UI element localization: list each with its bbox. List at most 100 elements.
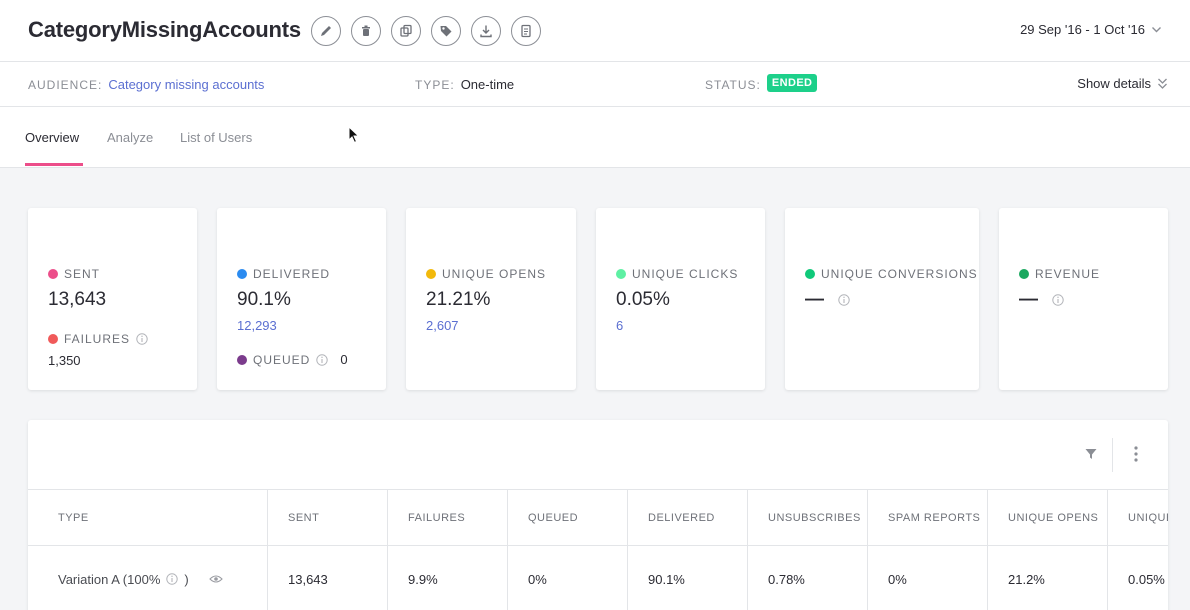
opens-label: UNIQUE OPENS xyxy=(442,267,547,281)
failures-label-row: FAILURES xyxy=(48,332,148,346)
opens-count-link[interactable]: 2,607 xyxy=(426,318,459,333)
campaign-actions xyxy=(311,16,541,46)
info-icon[interactable] xyxy=(166,573,179,585)
variation-name: Variation A (100% xyxy=(58,571,161,587)
clicks-count-link[interactable]: 6 xyxy=(616,318,624,333)
show-details-label: Show details xyxy=(1077,76,1151,91)
clicks-dot xyxy=(616,269,626,279)
variation-name-suffix: ) xyxy=(184,571,189,587)
stat-card-unique-clicks: UNIQUE CLICKS 0.05% 6 xyxy=(596,208,765,390)
download-button[interactable] xyxy=(471,16,501,46)
info-icon[interactable] xyxy=(838,294,850,306)
trash-icon xyxy=(362,25,370,36)
status-badge: ENDED xyxy=(766,74,818,92)
tag-icon xyxy=(440,26,452,37)
more-vertical-icon[interactable] xyxy=(1128,444,1144,464)
column-header-unique-clicks[interactable]: UNIQUE CLICKS xyxy=(1108,490,1168,546)
info-icon[interactable] xyxy=(136,333,148,345)
download-icon xyxy=(480,25,492,38)
revenue-label: REVENUE xyxy=(1035,267,1101,281)
report-button[interactable] xyxy=(511,16,541,46)
table-header: TYPE SENT FAILURES QUEUED DELIVERED UNSU… xyxy=(28,490,1168,546)
date-range-picker[interactable]: 29 Sep '16 - 1 Oct '16 xyxy=(1020,22,1162,37)
queued-value: 0 xyxy=(340,352,348,367)
page-title: CategoryMissingAccounts xyxy=(28,17,301,42)
toolbar-divider xyxy=(1112,438,1113,472)
sent-value: 13,643 xyxy=(48,289,107,310)
queued-label-row: QUEUED 0 xyxy=(237,352,348,367)
mouse-cursor-icon xyxy=(348,126,360,144)
pencil-icon xyxy=(321,26,331,36)
clicks-label-row: UNIQUE CLICKS xyxy=(616,267,738,281)
table-row: Variation A (100% ) 13,643 9.9% 0% 90.1%… xyxy=(28,546,1168,610)
clicks-value: 0.05% xyxy=(616,289,670,310)
report-icon xyxy=(521,24,531,38)
tab-bar: Overview Analyze List of Users xyxy=(0,107,1190,168)
duplicate-button[interactable] xyxy=(391,16,421,46)
stat-card-unique-conversions: UNIQUE CONVERSIONS — xyxy=(785,208,979,390)
column-header-spam-reports[interactable]: SPAM REPORTS xyxy=(868,490,988,546)
cell-unique-opens: 21.2% xyxy=(988,546,1108,610)
eye-icon[interactable] xyxy=(208,574,223,584)
tab-analyze[interactable]: Analyze xyxy=(107,130,154,145)
column-header-type[interactable]: TYPE xyxy=(28,490,268,546)
conversions-value: — xyxy=(805,289,824,310)
cell-delivered: 90.1% xyxy=(628,546,748,610)
audience-label: AUDIENCE: xyxy=(28,77,103,92)
delivered-value: 90.1% xyxy=(237,289,291,310)
status-label: STATUS: xyxy=(705,77,761,92)
delivered-label-row: DELIVERED xyxy=(237,267,330,281)
active-tab-indicator xyxy=(25,163,83,166)
cell-queued: 0% xyxy=(508,546,628,610)
opens-value: 21.21% xyxy=(426,289,491,310)
variations-table-panel: TYPE SENT FAILURES QUEUED DELIVERED UNSU… xyxy=(28,420,1168,610)
audience-info: AUDIENCE: Category missing accounts xyxy=(28,77,264,92)
column-header-unsubscribes[interactable]: UNSUBSCRIBES xyxy=(748,490,868,546)
chevron-down-icon xyxy=(1152,27,1161,33)
column-header-delivered[interactable]: DELIVERED xyxy=(628,490,748,546)
edit-button[interactable] xyxy=(311,16,341,46)
copy-icon xyxy=(400,24,412,37)
opens-dot xyxy=(426,269,436,279)
queued-dot xyxy=(237,354,247,365)
clicks-label: UNIQUE CLICKS xyxy=(632,267,739,281)
conversions-label: UNIQUE CONVERSIONS xyxy=(821,267,978,281)
table-toolbar xyxy=(28,420,1168,490)
cell-unique-clicks: 0.05% xyxy=(1108,546,1168,610)
column-header-failures[interactable]: FAILURES xyxy=(388,490,508,546)
campaign-meta: AUDIENCE: Category missing accounts TYPE… xyxy=(0,62,1190,107)
revenue-dot xyxy=(1019,269,1029,279)
info-icon[interactable] xyxy=(1052,294,1064,306)
revenue-label-row: REVENUE xyxy=(1019,267,1100,281)
revenue-value-row: — xyxy=(1019,289,1064,311)
column-header-sent[interactable]: SENT xyxy=(268,490,388,546)
type-value: One-time xyxy=(460,77,515,92)
failures-dot xyxy=(48,334,58,344)
filter-icon[interactable] xyxy=(1084,447,1098,461)
info-icon[interactable] xyxy=(316,353,329,366)
tab-list-of-users[interactable]: List of Users xyxy=(180,130,253,145)
variation-name-cell: Variation A (100% ) xyxy=(28,546,268,610)
show-details-button[interactable]: Show details xyxy=(1077,76,1168,91)
column-header-queued[interactable]: QUEUED xyxy=(508,490,628,546)
delivered-label: DELIVERED xyxy=(253,267,331,281)
conversions-dot xyxy=(805,269,815,279)
cell-sent: 13,643 xyxy=(268,546,388,610)
delivered-dot xyxy=(237,269,247,279)
column-header-unique-opens[interactable]: UNIQUE OPENS xyxy=(988,490,1108,546)
delivered-count-link[interactable]: 12,293 xyxy=(237,318,277,333)
stat-card-delivered: DELIVERED 90.1% 12,293 QUEUED 0 xyxy=(217,208,386,390)
cell-spam-reports: 0% xyxy=(868,546,988,610)
opens-label-row: UNIQUE OPENS xyxy=(426,267,546,281)
status-info: STATUS: ENDED xyxy=(705,74,818,92)
stat-card-revenue: REVENUE — xyxy=(999,208,1168,390)
date-range-label: 29 Sep '16 - 1 Oct '16 xyxy=(1020,22,1145,37)
failures-value: 1,350 xyxy=(48,353,81,368)
tag-button[interactable] xyxy=(431,16,461,46)
audience-link[interactable]: Category missing accounts xyxy=(108,77,265,92)
revenue-value: — xyxy=(1019,289,1038,310)
cell-unsubscribes: 0.78% xyxy=(748,546,868,610)
delete-button[interactable] xyxy=(351,16,381,46)
tab-overview[interactable]: Overview xyxy=(25,130,80,145)
cell-failures: 9.9% xyxy=(388,546,508,610)
